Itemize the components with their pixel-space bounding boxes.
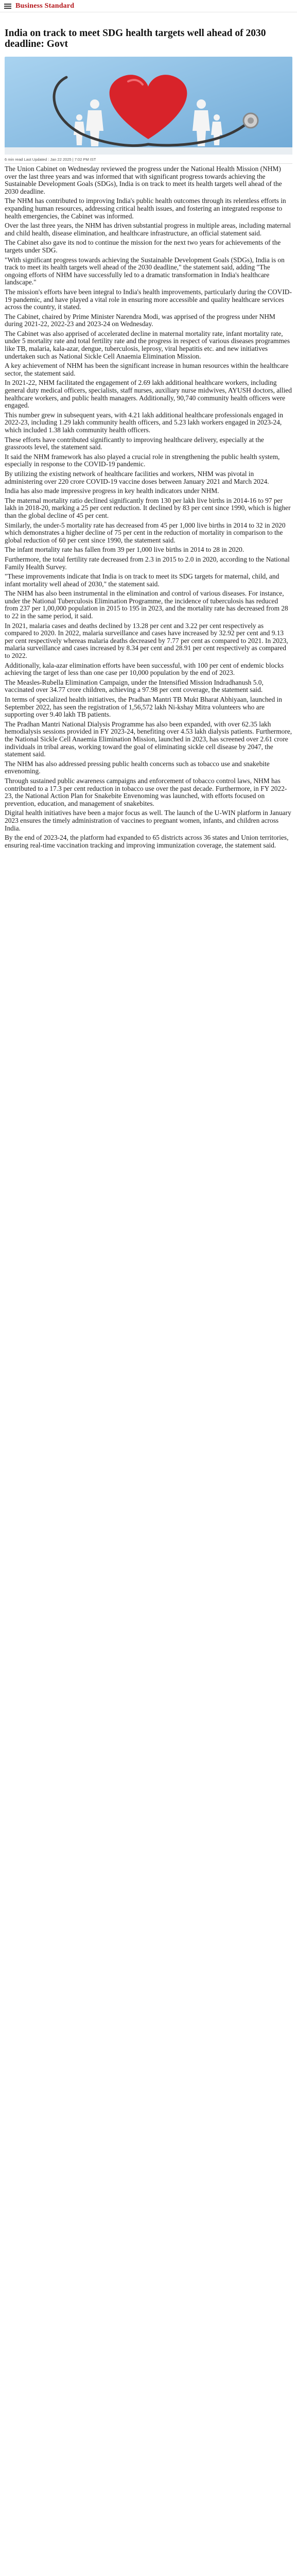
article-paragraph: In 2021, malaria cases and deaths declin… xyxy=(5,621,288,660)
article-paragraph: Additionally, kala-azar elimination effo… xyxy=(5,661,284,677)
article-paragraph: By the end of 2023-24, the platform had … xyxy=(5,834,289,849)
article-paragraph: The infant mortality rate has fallen fro… xyxy=(5,546,244,554)
article-paragraph: Digital health initiatives have been a m… xyxy=(5,809,291,832)
article-paragraph: The NHM has contributed to improving Ind… xyxy=(5,197,286,220)
article-paragraph: It said the NHM framework has also playe… xyxy=(5,452,280,468)
article-paragraph: India has also made impressive progress … xyxy=(5,487,219,495)
brand-logo[interactable]: Business Standard xyxy=(15,2,75,10)
article-paragraph: The mission's efforts have been integral… xyxy=(5,287,292,311)
article-paragraph: Through sustained public awareness campa… xyxy=(5,776,287,807)
site-header: Business Standard xyxy=(0,0,297,12)
article-title: India on track to meet SDG health target… xyxy=(5,28,266,49)
meta-divider xyxy=(5,163,292,164)
article: India on track to meet SDG health target… xyxy=(0,28,297,849)
article-paragraph: Similarly, the under-5 mortality rate ha… xyxy=(5,521,286,544)
article-paragraph: This number grew in subsequent years, wi… xyxy=(5,411,284,434)
article-paragraph: A key achievement of NHM has been the si… xyxy=(5,362,289,377)
article-hero-image xyxy=(5,57,292,155)
article-paragraph: Over the last three years, the NHM has d… xyxy=(5,222,291,237)
article-paragraph: The maternal mortality ratio declined si… xyxy=(5,496,291,519)
heart-family-stethoscope-icon xyxy=(5,57,292,155)
article-paragraph: The Cabinet also gave its nod to continu… xyxy=(5,239,281,254)
article-paragraph: By utilizing the existing network of hea… xyxy=(5,469,269,485)
article-paragraph: In terms of specialized health initiativ… xyxy=(5,696,282,719)
article-paragraph: The NHM has also been instrumental in th… xyxy=(5,589,288,620)
article-paragraph: The Cabinet was also apprised of acceler… xyxy=(5,329,290,360)
article-paragraph: The Measles-Rubella Elimination Campaign… xyxy=(5,678,264,694)
article-body: The Union Cabinet on Wednesday reviewed … xyxy=(5,165,292,849)
article-paragraph: The Pradhan Mantri National Dialysis Pro… xyxy=(5,720,292,758)
article-paragraph: Furthermore, the total fertility rate de… xyxy=(5,555,290,571)
article-meta: 6 min read Last Updated : Jan 22 2025 | … xyxy=(5,157,96,162)
article-paragraph: The Cabinet, chaired by Prime Minister N… xyxy=(5,312,275,328)
menu-icon[interactable] xyxy=(4,3,11,9)
article-paragraph: The Union Cabinet on Wednesday reviewed … xyxy=(5,165,282,195)
article-paragraph: "These improvements indicate that India … xyxy=(5,572,279,588)
article-paragraph: These efforts have contributed significa… xyxy=(5,435,264,451)
article-paragraph: In 2021-22, NHM facilitated the engageme… xyxy=(5,379,292,410)
article-paragraph: "With significant progress towards achie… xyxy=(5,256,285,286)
article-paragraph: The NHM has also addressed pressing publ… xyxy=(5,759,270,775)
